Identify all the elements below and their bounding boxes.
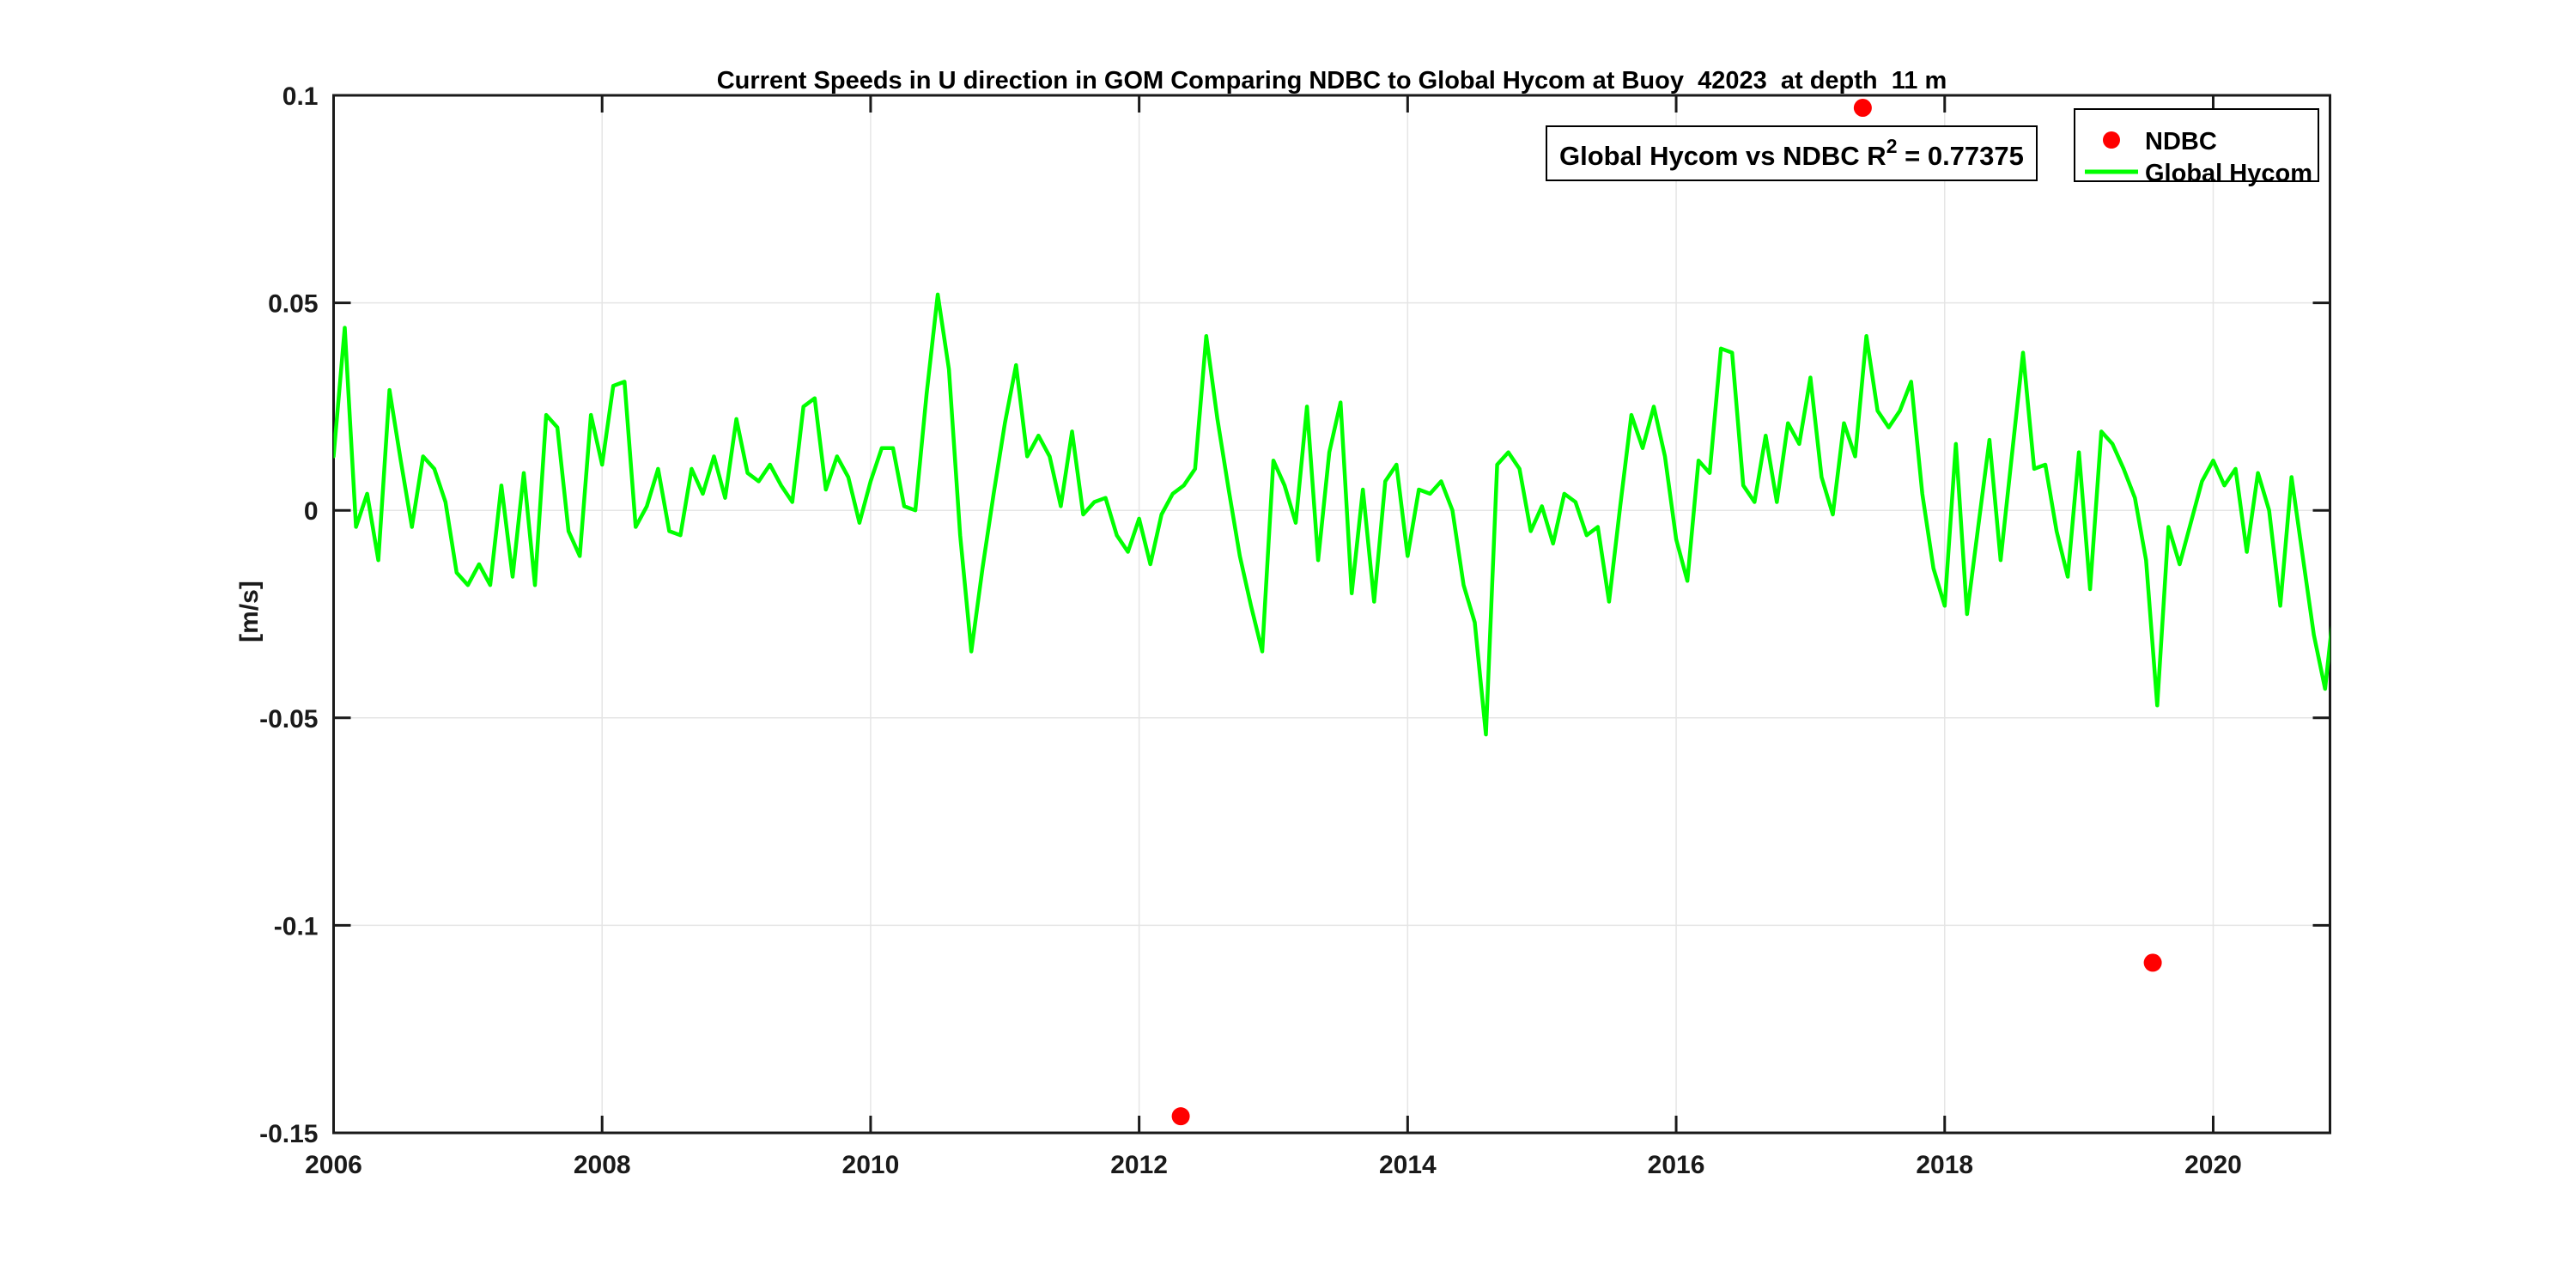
r2-text-superscript: 2 bbox=[1886, 135, 1898, 157]
y-tick-label: 0.05 bbox=[268, 290, 318, 319]
y-tick-label: 0 bbox=[304, 497, 319, 526]
tick-label-layer: 2006 2008 2010 2012 2014 2016 2018 2020 0.1 0.05 0… bbox=[259, 82, 2242, 1179]
x-tick-label: 2008 bbox=[574, 1151, 631, 1179]
plot-area bbox=[332, 94, 2331, 1135]
x-tick-label: 2006 bbox=[305, 1151, 362, 1179]
x-tick-label: 2016 bbox=[1648, 1151, 1705, 1179]
chart-title: Current Speeds in U direction in GOM Com… bbox=[717, 67, 1947, 94]
x-tick-label: 2014 bbox=[1379, 1151, 1437, 1179]
x-tick-label: 2012 bbox=[1110, 1151, 1168, 1179]
ndbc-point bbox=[1853, 98, 1872, 117]
legend-hycom-label: Global Hycom bbox=[2145, 160, 2312, 187]
ndbc-point bbox=[2143, 953, 2162, 972]
ndbc-point bbox=[1171, 1107, 1190, 1126]
x-tick-label: 2018 bbox=[1916, 1151, 1973, 1179]
y-tick-label: 0.1 bbox=[283, 82, 319, 111]
legend-ndbc-label: NDBC bbox=[2145, 128, 2217, 155]
r2-text-prefix: Global Hycom vs NDBC R bbox=[1559, 141, 1886, 171]
marker-layer bbox=[1171, 98, 2162, 1126]
y-axis-label: [m/s] bbox=[235, 581, 264, 642]
x-tick-label: 2010 bbox=[842, 1151, 900, 1179]
y-tick-label: -0.1 bbox=[274, 912, 319, 940]
y-tick-label: -0.05 bbox=[259, 705, 318, 733]
legend: NDBC Global Hycom bbox=[2074, 108, 2319, 187]
x-tick-label: 2020 bbox=[2184, 1151, 2242, 1179]
legend-ndbc-marker-icon bbox=[2103, 131, 2120, 149]
r2-annotation: Global Hycom vs NDBC R2 = 0.77375 bbox=[1546, 125, 2038, 181]
series-layer bbox=[333, 292, 2330, 737]
tick-layer bbox=[332, 94, 2330, 1135]
hycom-line bbox=[333, 292, 2330, 737]
y-tick-label: -0.15 bbox=[259, 1120, 318, 1148]
r2-annotation-text: Global Hycom vs NDBC R2 = 0.77375 bbox=[1559, 135, 2024, 171]
r2-text-suffix: = 0.77375 bbox=[1898, 141, 2024, 171]
grid-layer bbox=[333, 95, 2330, 1133]
r2-annotation-box bbox=[1546, 125, 2038, 181]
